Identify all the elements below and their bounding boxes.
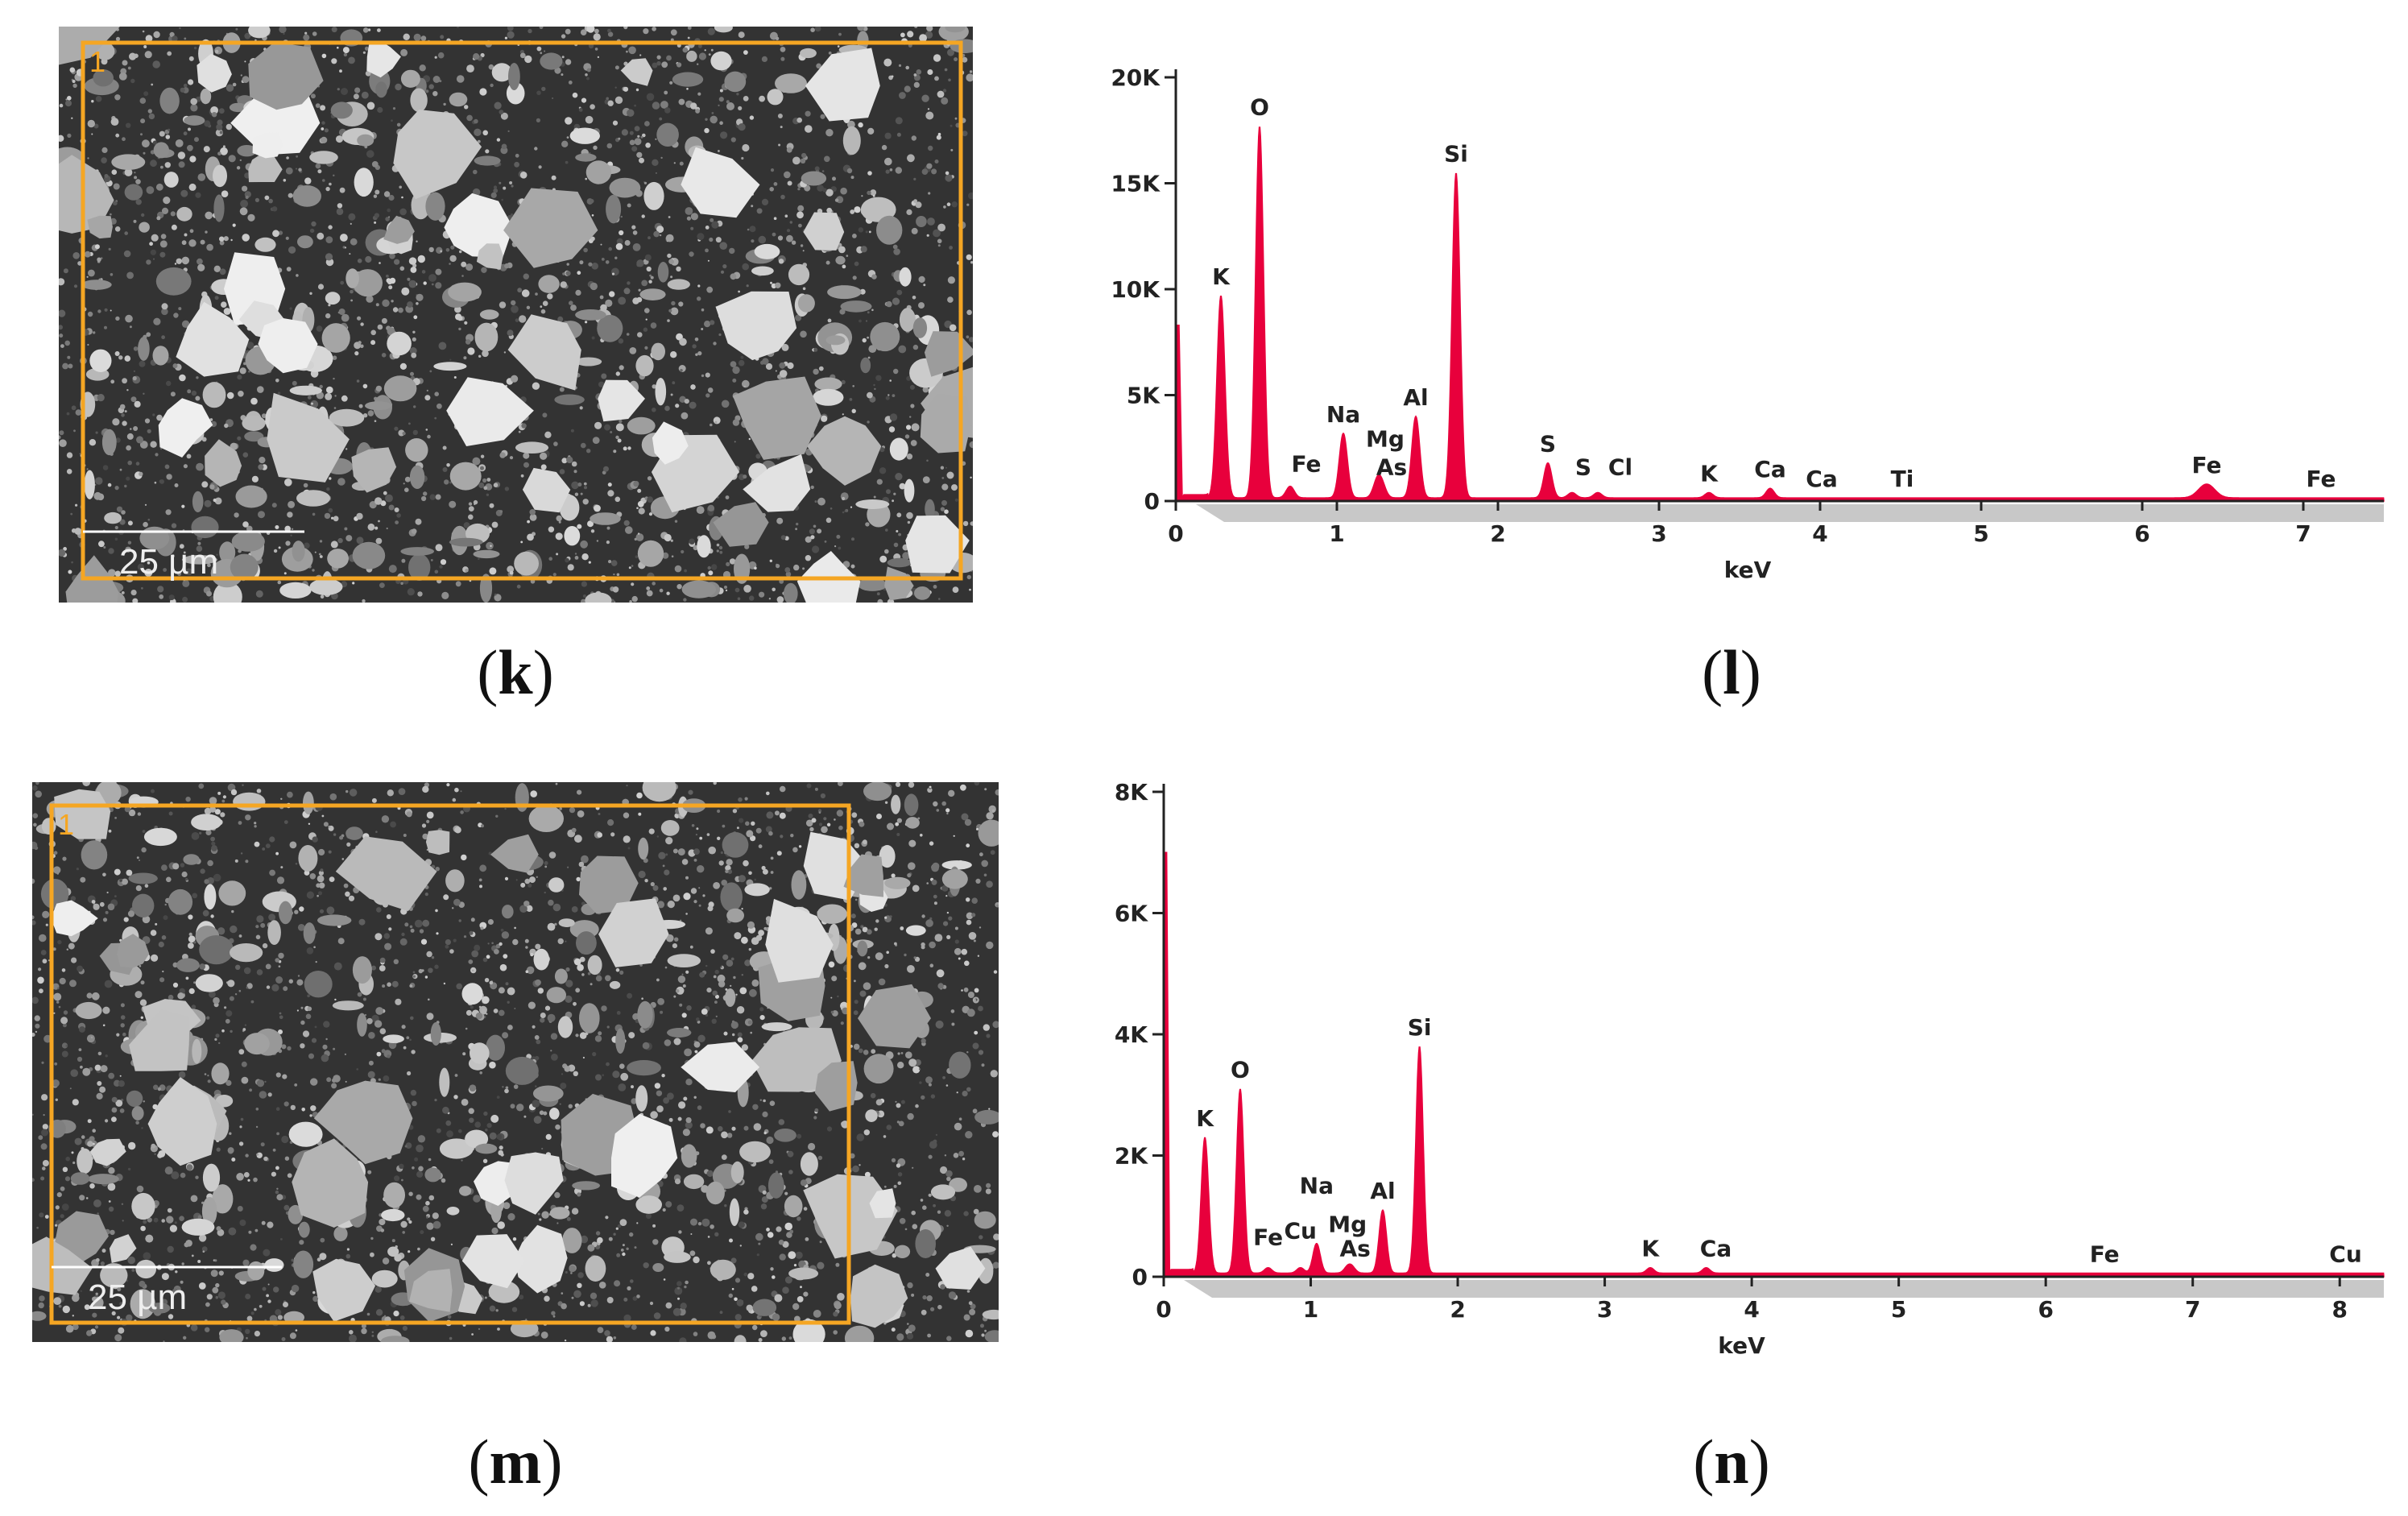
- peak-label: Fe: [2090, 1241, 2120, 1267]
- peak-label: Fe: [2192, 452, 2222, 478]
- peak-label: Si: [1408, 1014, 1432, 1041]
- peak-label: Al: [1403, 384, 1428, 411]
- peak-label: Fe: [1292, 451, 1322, 478]
- peak-label: S: [1540, 431, 1556, 458]
- x-tick-label: 4: [1744, 1296, 1759, 1323]
- spectrum-trace: [1163, 851, 2385, 1278]
- x-tick-label: 6: [2038, 1296, 2053, 1323]
- x-tick-label: 5: [1891, 1296, 1906, 1323]
- y-tick-label: 20K: [1111, 64, 1161, 91]
- x-tick-label: 7: [2185, 1296, 2200, 1323]
- y-tick-label: 0: [1144, 488, 1160, 515]
- peak-label: Mg: [1328, 1212, 1367, 1238]
- x-tick-label: 0: [1156, 1296, 1171, 1323]
- peak-label: Cu: [1285, 1218, 1317, 1245]
- eds-spectrum-l: 0 5K 10K 15K 20K 0 1 2 3 4 5 6 7 keV K O Fe Na Mg As Al Si S S C…: [1071, 48, 2392, 596]
- y-tick-label: 0: [1132, 1264, 1148, 1290]
- x-tick-label: 5: [1973, 520, 1988, 547]
- sem-micrograph-m: 1 25 µm: [32, 782, 999, 1342]
- eds-spectrum-n: 0 2K 4K 6K 8K 0 1 2 3 4 5 6 7 8 keV K O Fe Cu Na Mg As Al Si K Ca…: [1063, 749, 2392, 1386]
- peak-label: O: [1231, 1057, 1250, 1083]
- peak-label: Mg: [1366, 425, 1405, 452]
- peak-label: Cl: [1608, 454, 1632, 480]
- roi-label: 1: [89, 45, 106, 78]
- x-tick-label: 7: [2295, 520, 2311, 547]
- caption-n: (n): [1693, 1427, 1770, 1497]
- y-tick-label: 5K: [1127, 383, 1161, 409]
- peak-label: Ca: [1700, 1236, 1732, 1262]
- y-tick-label: 6K: [1115, 901, 1148, 927]
- scale-bar-label: 25 µm: [88, 1278, 187, 1317]
- x-axis-label: keV: [1718, 1332, 1765, 1359]
- peak-label: As: [1339, 1236, 1370, 1262]
- x-tick-label: 3: [1651, 520, 1666, 547]
- caption-l: (l): [1702, 637, 1761, 707]
- x-tick-label: 2: [1490, 520, 1505, 547]
- caption-m: (m): [468, 1427, 563, 1497]
- peak-label: Ca: [1806, 466, 1837, 492]
- sem-image-k: 1 25 µm: [59, 27, 973, 603]
- x-tick-label: 0: [1168, 520, 1183, 547]
- x-tick-label: 1: [1303, 1296, 1318, 1323]
- y-tick-label: 8K: [1115, 779, 1148, 806]
- peak-label: Cu: [2329, 1241, 2361, 1267]
- x-tick-label: 4: [1812, 520, 1827, 547]
- x-tick-label: 6: [2134, 520, 2149, 547]
- peak-label: O: [1250, 93, 1269, 120]
- peak-label: Al: [1370, 1178, 1395, 1204]
- spectrum-trace: [1175, 126, 2385, 502]
- sem-particles: [59, 27, 973, 603]
- peak-label: Ti: [1891, 466, 1914, 492]
- y-tick-label: 4K: [1115, 1021, 1148, 1048]
- caption-k: (k): [477, 637, 554, 707]
- peak-label: Si: [1444, 140, 1468, 167]
- x-tick-label: 3: [1597, 1296, 1612, 1323]
- x-tick-label: 1: [1329, 520, 1344, 547]
- peak-label: Fe: [1253, 1224, 1283, 1251]
- baseline-shade: [1184, 1280, 2384, 1298]
- peak-label: As: [1376, 454, 1407, 481]
- roi-label: 1: [58, 808, 74, 841]
- peak-label: Na: [1326, 401, 1360, 428]
- peak-label: Ca: [1754, 456, 1785, 483]
- sem-image-m: 1 25 µm: [32, 782, 999, 1342]
- peak-label: K: [1212, 263, 1231, 290]
- baseline-shade: [1196, 504, 2384, 522]
- y-tick-label: 15K: [1111, 171, 1161, 197]
- roi-rectangle: [81, 40, 963, 581]
- x-axis-label: keV: [1724, 557, 1772, 583]
- peak-label: S: [1575, 454, 1591, 480]
- peak-label: Fe: [2307, 466, 2336, 492]
- roi-rectangle: [49, 803, 851, 1325]
- sem-particles: [32, 782, 999, 1342]
- peak-label: K: [1700, 460, 1719, 487]
- x-tick-label: 2: [1450, 1296, 1465, 1323]
- scale-bar-label: 25 µm: [119, 542, 218, 582]
- peak-label: K: [1641, 1236, 1660, 1262]
- peak-label: Na: [1300, 1173, 1334, 1199]
- x-tick-label: 8: [2331, 1296, 2347, 1323]
- peak-label: K: [1196, 1105, 1214, 1132]
- y-tick-label: 10K: [1111, 276, 1161, 303]
- sem-micrograph-k: 1 25 µm: [59, 27, 973, 603]
- y-tick-label: 2K: [1115, 1143, 1148, 1170]
